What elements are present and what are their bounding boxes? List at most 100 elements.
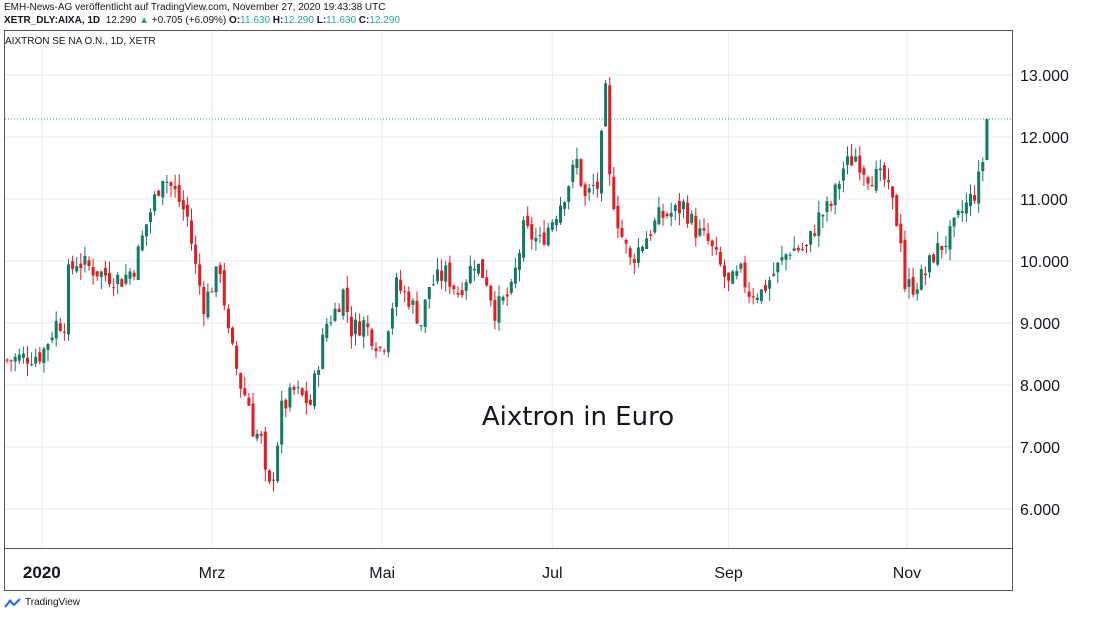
candle-body <box>669 212 673 217</box>
candle-body <box>575 158 579 169</box>
candle-body <box>218 265 222 275</box>
candle-body <box>239 373 243 389</box>
candle-body <box>325 323 329 338</box>
candle-body <box>985 119 989 160</box>
candle-body <box>354 319 357 335</box>
candle-body <box>87 260 91 267</box>
candle-body <box>878 168 882 171</box>
candle-body <box>723 265 726 277</box>
candle-body <box>222 270 226 306</box>
candle-body <box>915 289 919 294</box>
candle-body <box>505 294 509 297</box>
candle-body <box>120 279 124 287</box>
y-tick-label: 11.000 <box>1020 192 1068 209</box>
candle-body <box>587 188 591 193</box>
x-tick-label: Sep <box>714 565 743 582</box>
candle-body <box>513 267 517 284</box>
candle-body <box>776 262 780 273</box>
candle-body <box>231 327 234 344</box>
candle-body <box>288 387 292 408</box>
candle-body <box>149 212 152 223</box>
candle-body <box>612 176 616 209</box>
candle-body <box>38 352 42 362</box>
candle-body <box>837 183 841 190</box>
candle-body <box>620 228 624 237</box>
symbol: XETR_DLY:AIXA, 1D <box>4 15 101 26</box>
candle-body <box>460 290 464 296</box>
candle-body <box>780 257 784 261</box>
candle-body <box>21 353 25 358</box>
candle-body <box>624 239 628 244</box>
candle-body <box>759 289 763 302</box>
candle-body <box>649 234 653 236</box>
candle-body <box>682 201 685 210</box>
candle-body <box>940 245 944 250</box>
candle-body <box>554 219 558 226</box>
candle-body <box>952 217 956 227</box>
candle-body <box>858 155 862 173</box>
candle-body <box>530 224 534 240</box>
high-value: 12.290 <box>283 15 314 26</box>
candle-body <box>981 162 985 172</box>
candle-body <box>665 213 669 217</box>
candle-body <box>595 181 599 189</box>
candle-body <box>431 284 435 286</box>
candle-body <box>907 279 911 287</box>
candle-body <box>403 291 407 293</box>
candle-body <box>54 320 58 339</box>
candle-body <box>17 354 21 361</box>
candle-body <box>846 156 849 165</box>
candle-body <box>370 329 374 346</box>
candle-body <box>628 248 632 258</box>
candle-body <box>226 308 230 329</box>
candle-body <box>329 322 333 324</box>
candle-body <box>870 184 874 187</box>
candle-body <box>755 297 759 300</box>
candle-body <box>91 267 95 276</box>
candle-body <box>686 202 690 224</box>
candle-body <box>964 202 968 214</box>
symbol-info: XETR_DLY:AIXA, 1D 12.290 ▲ +0.705 (+6.09… <box>4 15 400 26</box>
candle-body <box>969 193 972 207</box>
candle-body <box>706 233 710 241</box>
candle-body <box>308 399 312 405</box>
candle-body <box>932 254 936 263</box>
candle-body <box>764 285 767 291</box>
candle-body <box>382 350 386 352</box>
candle-body <box>415 300 419 324</box>
candle-body <box>349 316 353 337</box>
candle-body <box>743 262 747 288</box>
candle-body <box>374 348 378 352</box>
candle-body <box>362 320 366 337</box>
candle-body <box>108 272 111 285</box>
candle-body <box>616 205 620 229</box>
y-tick-label: 12.000 <box>1020 130 1069 147</box>
candle-body <box>936 243 940 265</box>
candle-body <box>866 177 870 184</box>
candle-body <box>95 271 99 277</box>
y-tick-label: 7.000 <box>1020 440 1060 457</box>
candle-body <box>608 85 612 175</box>
candle-body <box>825 201 829 212</box>
candle-body <box>751 296 755 298</box>
candle-body <box>313 373 316 407</box>
candle-body <box>882 165 886 180</box>
candle-body <box>448 262 452 287</box>
candle-body <box>677 200 681 214</box>
candle-body <box>358 321 362 336</box>
y-tick-label: 8.000 <box>1020 378 1060 395</box>
candle-body <box>140 235 144 251</box>
candle-body <box>263 431 267 470</box>
candle-body <box>62 331 66 333</box>
candle-body <box>792 248 796 251</box>
candle-body <box>103 268 107 276</box>
candle-body <box>341 289 345 316</box>
candle-body <box>854 156 858 162</box>
candle-body <box>9 360 13 362</box>
candle-body <box>501 296 505 301</box>
candle-body <box>210 291 214 293</box>
candle-body <box>333 308 337 321</box>
candle-body <box>165 181 169 183</box>
candle-body <box>895 195 899 227</box>
